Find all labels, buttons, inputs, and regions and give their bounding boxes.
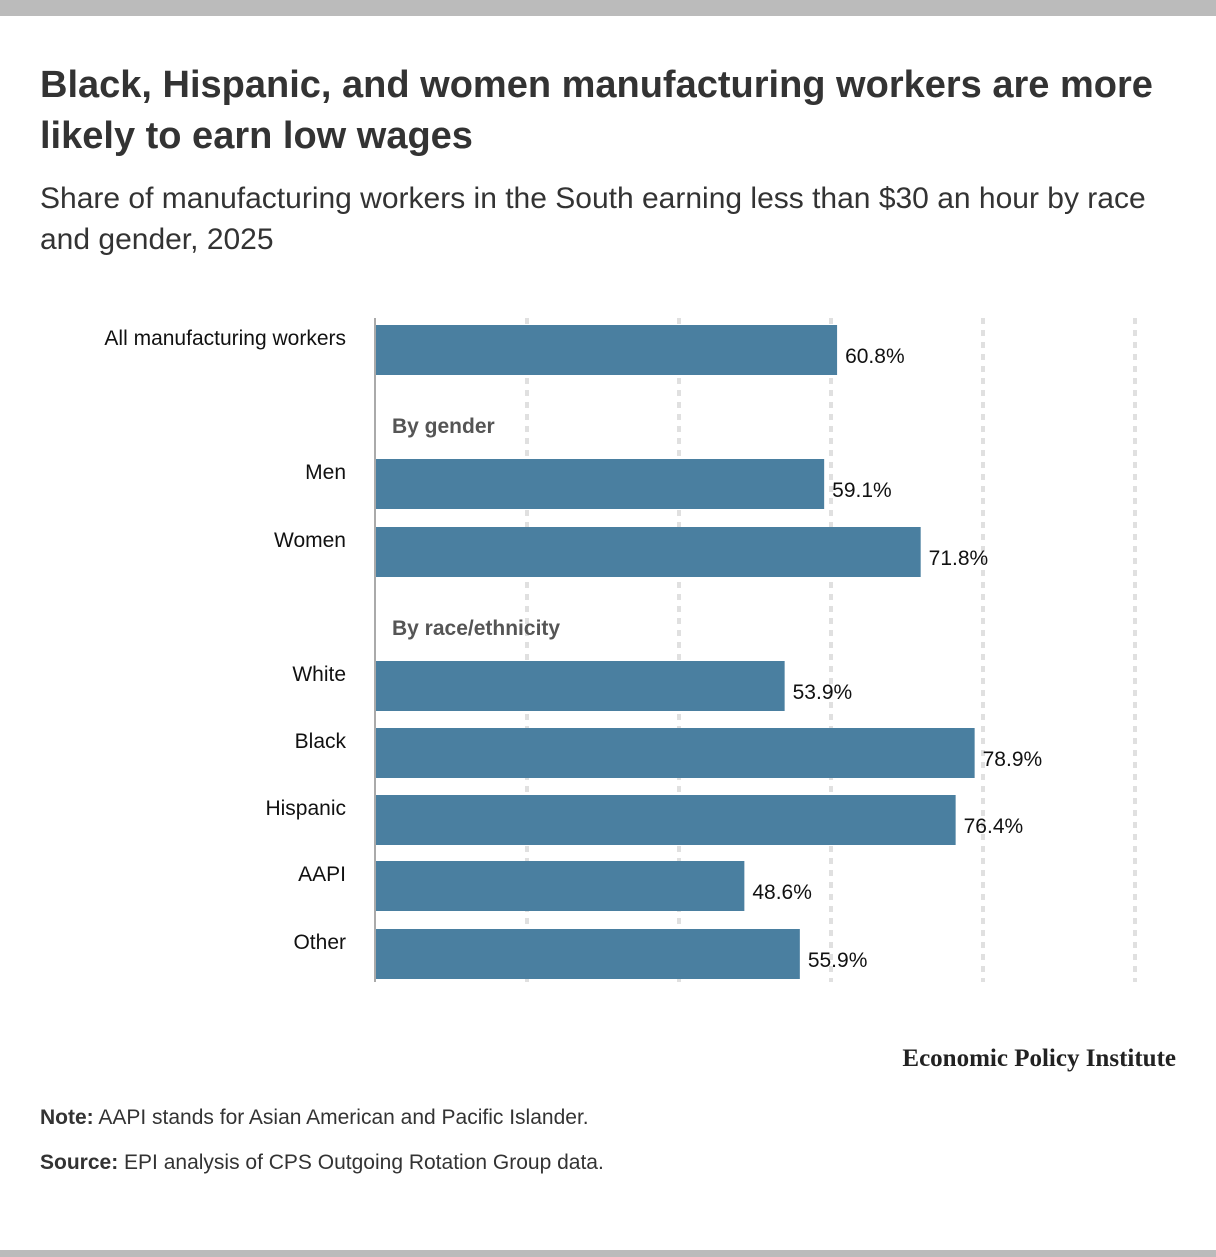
category-label: Men [305, 461, 346, 484]
source-label: Source: [40, 1151, 119, 1174]
chart-title: Black, Hispanic, and women manufacturing… [40, 64, 1153, 157]
bar-chart: All manufacturing workers 60.8% By gender M… [104, 318, 1137, 982]
category-label: White [292, 663, 346, 686]
source-text: EPI analysis of CPS Outgoing Rotation Gr… [118, 1151, 604, 1174]
bar-hispanic [375, 795, 956, 845]
category-label: All manufacturing workers [104, 327, 346, 350]
group-label: By race/ethnicity [392, 617, 560, 640]
category-label: Hispanic [265, 797, 346, 820]
category-label: Women [274, 529, 346, 552]
note-text: AAPI stands for Asian American and Pacif… [93, 1106, 589, 1129]
value-label: 59.1% [832, 479, 892, 502]
value-label: 55.9% [808, 949, 868, 972]
bar-all-manufacturing-workers [375, 325, 838, 375]
source: Source: EPI analysis of CPS Outgoing Rot… [40, 1151, 604, 1175]
chart-subtitle: Share of manufacturing workers in the So… [40, 182, 1146, 256]
category-label: AAPI [298, 863, 346, 886]
group-label: By gender [392, 415, 495, 438]
bar-black [375, 728, 975, 778]
bottom-border [0, 1250, 1216, 1257]
bar-other [375, 929, 800, 979]
bar-aapi [375, 861, 745, 911]
bar-white [375, 661, 785, 711]
category-label: Black [295, 730, 347, 753]
note: Note: AAPI stands for Asian American and… [40, 1106, 589, 1130]
brand-logo: Economic Policy Institute [902, 1045, 1176, 1072]
bar-men [375, 459, 825, 509]
value-label: 48.6% [752, 881, 812, 904]
value-label: 71.8% [929, 547, 989, 570]
top-border [0, 0, 1216, 16]
value-label: 53.9% [793, 681, 853, 704]
value-label: 60.8% [845, 345, 905, 368]
note-label: Note: [40, 1106, 94, 1129]
value-label: 78.9% [983, 748, 1043, 771]
category-label: Other [293, 931, 346, 954]
bar-women [375, 527, 921, 577]
value-label: 76.4% [964, 815, 1024, 838]
